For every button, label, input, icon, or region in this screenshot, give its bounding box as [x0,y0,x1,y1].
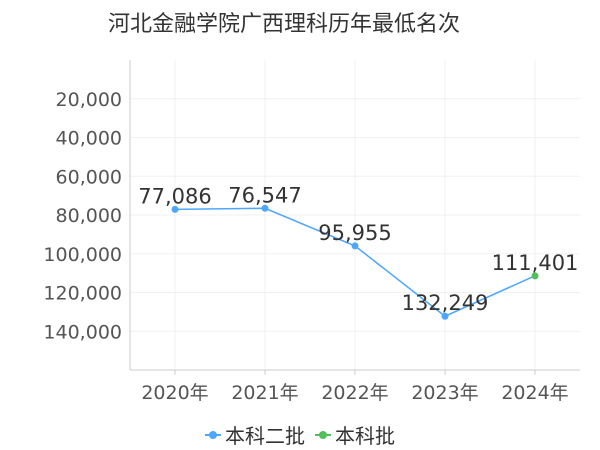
legend-item-series-1[interactable]: 本科二批 [205,420,305,449]
y-tick-label: 60,000 [56,166,122,188]
legend-label: 本科二批 [225,424,305,448]
data-label: 132,249 [402,291,489,315]
legend: 本科二批 本科批 [0,420,600,449]
legend-marker-icon [315,429,331,441]
y-tick-label: 140,000 [43,321,122,343]
series-points [171,204,539,320]
data-point[interactable] [351,242,359,250]
data-point[interactable] [171,205,179,213]
x-axis-ticks: 2020年 2021年 2022年 2023年 2024年 [141,370,569,404]
data-point[interactable] [531,272,539,280]
data-label: 111,401 [492,251,579,275]
x-tick-label: 2021年 [231,382,298,404]
y-tick-label: 100,000 [43,244,122,266]
x-tick-label: 2022年 [321,382,388,404]
data-point[interactable] [441,312,449,320]
grid-lines [130,60,580,370]
data-point[interactable] [261,204,269,212]
y-tick-label: 40,000 [56,128,122,150]
legend-item-series-2[interactable]: 本科批 [315,420,395,449]
data-label: 77,086 [138,184,211,208]
y-tick-label: 120,000 [43,283,122,305]
y-axis-ticks: 20,000 40,000 60,000 80,000 100,000 120,000 14… [43,89,122,344]
y-tick-label: 20,000 [56,89,122,111]
x-tick-label: 2023年 [411,382,478,404]
legend-marker-icon [205,429,221,441]
x-tick-label: 2024年 [501,382,568,404]
data-label: 76,547 [228,183,301,207]
y-tick-label: 80,000 [56,205,122,227]
legend-label: 本科批 [335,424,395,448]
x-tick-label: 2020年 [141,382,208,404]
chart-title: 河北金融学院广西理科历年最低名次 [108,12,461,37]
data-label: 95,955 [318,221,391,245]
